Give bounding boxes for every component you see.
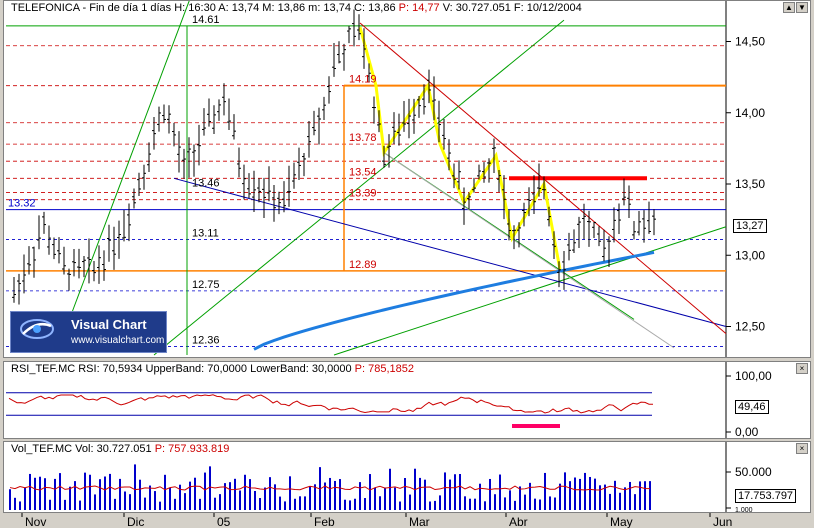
price-tick-label: 13,50 (735, 177, 765, 191)
level-label: 12.89 (349, 259, 377, 271)
level-label: 13.78 (349, 132, 377, 144)
time-tick-label: Nov (25, 515, 46, 528)
red-trendline (359, 22, 727, 335)
grey-trendline (383, 152, 675, 349)
vol-header-text: Vol_TEF.MC Vol: 30.727.051 (11, 443, 152, 455)
scroll-up-button[interactable]: ▲ (783, 2, 795, 13)
rsi-header-text: RSI_TEF.MC RSI: 70,5934 UpperBand: 70,00… (11, 363, 352, 375)
level-labels: 14.61 14.19 13.78 13.54 13.39 13.46 13.32 13.11… (8, 14, 377, 347)
yellow-zigzag (358, 26, 562, 270)
level-label: 14.61 (192, 14, 220, 26)
vol-scroll-buttons: × (796, 443, 808, 454)
rsi-header-p: P: 785,1852 (354, 363, 415, 375)
price-tick-label: 14,00 (735, 106, 765, 120)
time-tick-label: Abr (509, 515, 528, 528)
level-label: 13.11 (192, 228, 219, 240)
rsi-axis-ticks: 100,00 0,00 (726, 369, 772, 438)
volume-average-line (9, 485, 651, 491)
green-fan-line (63, 1, 190, 334)
rsi-pane-title: RSI_TEF.MC RSI: 70,5934 UpperBand: 70,00… (11, 363, 414, 375)
level-label: 13.54 (349, 166, 377, 178)
rsi-chart: 100,00 0,00 (6, 362, 772, 438)
price-scroll-buttons: ▲ ▼ (783, 2, 808, 13)
volume-bars (9, 464, 651, 510)
price-chart: 14,50 14,00 13,50 13,00 12,50 14.61 14.19 13.7… (6, 1, 765, 357)
time-tick-label: Jun (713, 515, 732, 528)
price-axis-ticks: 14,50 14,00 13,50 13,00 12,50 (726, 35, 765, 334)
logo-url: www.visualchart.com (71, 335, 165, 346)
price-header-tail: V: 30.727.051 F: 10/12/2004 (442, 2, 582, 14)
volume-average-series (9, 485, 651, 491)
ohlc-bars (12, 9, 656, 305)
vol-last-value: 17.753.797 (735, 489, 797, 503)
blue-moving-average (253, 250, 655, 351)
rsi-tick-label: 0,00 (735, 425, 759, 438)
visual-chart-logo: Visual Chart www.visualchart.com (10, 311, 167, 353)
level-label: 13.39 (349, 188, 377, 200)
level-label: 12.36 (192, 334, 220, 346)
rsi-bands (6, 392, 652, 428)
price-last-value: 13,27 (733, 219, 767, 233)
time-tick-label: Mar (409, 515, 430, 528)
volume-axis-ticks: 50.000 1.000 (726, 465, 772, 512)
price-header-p: P: 14,77 (398, 2, 440, 14)
green-fan-line (153, 19, 565, 356)
price-chart-pane[interactable]: 14,50 14,00 13,50 13,00 12,50 14.61 14.19 13.7… (3, 0, 811, 358)
logo-title: Visual Chart (71, 317, 147, 332)
time-tick-label: 05 (217, 515, 231, 528)
rsi-close-button[interactable]: × (796, 363, 808, 374)
level-label: 12.75 (192, 279, 220, 291)
blue-trendline (173, 177, 727, 327)
volume-chart: 50.000 1.000 (9, 442, 772, 512)
rsi-series-line (8, 394, 654, 414)
volume-pane[interactable]: 50.000 1.000 Vol_TEF.MC Vol: 30.727.051 P… (3, 441, 811, 513)
price-header-text: TELEFONICA - Fin de día 1 días H: 16:30 … (11, 2, 396, 14)
green-channel-line (333, 226, 727, 356)
vol-close-button[interactable]: × (796, 443, 808, 454)
rsi-scroll-buttons: × (796, 363, 808, 374)
time-tick-label: May (610, 515, 633, 528)
rsi-pane[interactable]: 100,00 0,00 RSI_TEF.MC RSI: 70,5934 Upper… (3, 361, 811, 439)
level-label: 13.32 (8, 198, 36, 210)
time-tick-label: Feb (314, 515, 335, 528)
rsi-tick-label: 100,00 (735, 369, 772, 383)
time-axis-labels: Nov Dic 05 Feb Mar Abr May Jun (21, 513, 732, 528)
volume-tick-label: 50.000 (735, 465, 772, 479)
trend-lines (63, 1, 727, 356)
scroll-down-button[interactable]: ▼ (796, 2, 808, 13)
price-gridlines (6, 25, 726, 355)
price-pane-title: TELEFONICA - Fin de día 1 días H: 16:30 … (11, 2, 582, 14)
volume-tick-label: 1.000 (735, 507, 753, 512)
price-tick-label: 13,00 (735, 248, 765, 262)
vol-header-p: P: 757.933.819 (154, 443, 230, 455)
level-label: 13.46 (192, 178, 220, 190)
vol-pane-title: Vol_TEF.MC Vol: 30.727.051 P: 757.933.81… (11, 443, 229, 455)
time-axis: Nov Dic 05 Feb Mar Abr May Jun (21, 513, 732, 528)
rsi-line (8, 394, 654, 414)
time-tick-label: Dic (127, 515, 144, 528)
logo-swoosh-icon (20, 319, 54, 339)
price-tick-label: 12,50 (735, 320, 765, 334)
level-label: 14.19 (349, 74, 377, 86)
rsi-last-value: 49,46 (735, 400, 769, 414)
price-tick-label: 14,50 (735, 35, 765, 49)
